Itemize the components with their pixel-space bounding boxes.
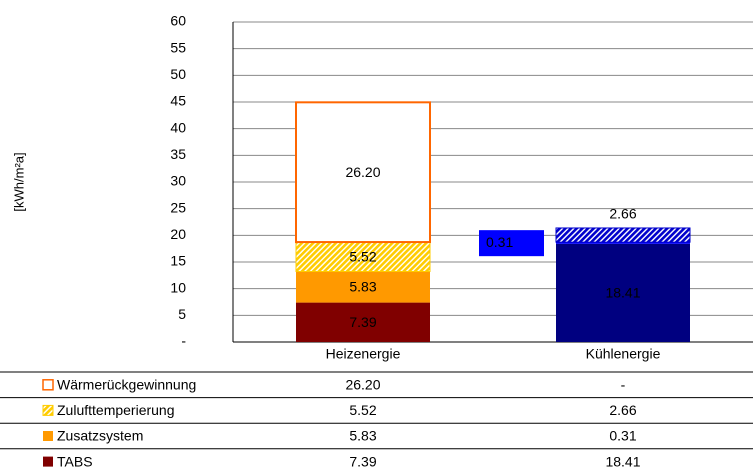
y-tick-label: 10 (170, 279, 186, 295)
table-cell: 0.31 (609, 428, 636, 444)
table-cell: 5.83 (349, 428, 376, 444)
data-label: 0.31 (486, 234, 513, 250)
legend-label: Wärmerückgewinnung (57, 377, 196, 393)
legend-swatch (42, 404, 54, 416)
y-axis-label: [kWh/m²a] (11, 152, 26, 211)
y-tick-label: 15 (170, 253, 186, 269)
y-tick-label: 45 (170, 93, 186, 109)
y-tick-label: 40 (170, 119, 186, 135)
data-label: 5.52 (349, 248, 376, 264)
data-label: 5.83 (349, 279, 376, 295)
table-cell: 18.41 (605, 453, 640, 468)
label-box (479, 230, 544, 257)
legend-label: Zusatzsystem (57, 428, 143, 444)
table-cell: 2.66 (609, 402, 636, 418)
table-cell: - (621, 377, 626, 393)
bar-segment (556, 242, 690, 244)
legend-swatch (42, 379, 54, 391)
bar-segment (296, 271, 430, 303)
legend-swatch (43, 431, 53, 441)
data-label: 18.41 (605, 285, 640, 301)
bar-segment (556, 243, 690, 342)
y-tick-label: 50 (170, 66, 186, 82)
x-tick-label: Heizenergie (326, 346, 401, 362)
y-tick-label: 20 (170, 226, 186, 242)
bar-segment (295, 101, 431, 244)
table-cell: 26.20 (345, 377, 380, 393)
y-tick-label: - (181, 333, 186, 349)
data-label: 26.20 (345, 164, 380, 180)
y-tick-label: 5 (178, 306, 186, 322)
y-tick-label: 30 (170, 173, 186, 189)
table-cell: 7.39 (349, 453, 376, 468)
bar-segment (296, 302, 430, 342)
legend-label: Zulufttemperierung (57, 402, 175, 418)
y-tick-label: 35 (170, 146, 186, 162)
bar-segment (295, 241, 431, 272)
y-tick-label: 25 (170, 199, 186, 215)
y-tick-label: 55 (170, 39, 186, 55)
data-label: 7.39 (349, 314, 376, 330)
y-tick-label: 60 (170, 13, 186, 29)
table-cell: 5.52 (349, 402, 376, 418)
bar-segment (555, 227, 691, 243)
x-tick-label: Kühlenergie (586, 346, 661, 362)
legend-swatch (43, 456, 53, 467)
data-label: 2.66 (609, 206, 636, 222)
legend-label: TABS (57, 453, 93, 468)
